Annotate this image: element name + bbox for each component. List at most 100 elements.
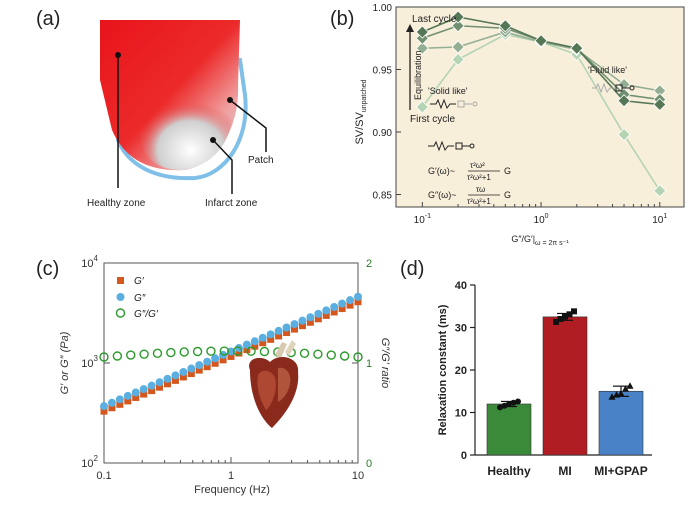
gp-point	[346, 301, 354, 309]
first-cycle-label: First cycle	[410, 114, 455, 125]
data-point	[653, 97, 667, 112]
x-tick-label: Healthy	[487, 464, 531, 478]
data-point	[451, 40, 465, 54]
svg-text:G′(ω)~: G′(ω)~	[428, 166, 455, 176]
data-point	[570, 41, 584, 55]
y-left-tick-label: 104	[81, 254, 98, 270]
ratio-point	[326, 350, 336, 360]
maxwell-element-icon	[428, 140, 475, 152]
ratio-point	[219, 346, 230, 356]
gp-point	[314, 315, 322, 323]
gpp-point	[298, 316, 307, 325]
y-left-tick-label: 103	[81, 354, 98, 370]
healthy-zone-label: Healthy zone	[87, 198, 146, 209]
replicate-point	[626, 382, 634, 389]
panel-b: (b) 0.85 0.90 0.95 1.00 10-1 100 101 SV/SVunp…	[330, 0, 700, 250]
bar	[486, 403, 532, 456]
y-axis-left-label: G′ or G″ (Pa)	[59, 331, 71, 394]
x-tick-label: 10-1	[414, 213, 431, 226]
ratio-point	[299, 348, 310, 359]
gp-point	[283, 328, 291, 336]
y-tick-label: 10	[455, 408, 467, 420]
gpp-point	[107, 398, 116, 407]
replicate-point	[557, 316, 564, 322]
gpp-point	[306, 313, 315, 322]
gpp-point	[242, 340, 251, 349]
x-tick-label: 100	[534, 213, 549, 226]
fluid-like-label: 'Fluid like'	[588, 65, 627, 75]
panel-c: (c) 0.1 1 10 102 103 104 0 1 2 G′ G″ G″/G′ G′ or…	[0, 250, 391, 501]
gpp-point	[227, 347, 235, 356]
gp-point	[219, 356, 227, 364]
eq-g-double-prime: G″(ω)~ τω τ²ω²+1 G	[428, 185, 511, 206]
replicate-point	[501, 402, 508, 409]
y-tick-label: 0.85	[373, 191, 393, 202]
gp-point	[156, 383, 164, 391]
heart-photo	[249, 340, 299, 428]
patch-label: Patch	[248, 155, 274, 166]
y-axis-label: SV/SVunpatched	[354, 79, 368, 144]
x-tick-label: 1	[228, 470, 234, 482]
replicate-point	[622, 385, 629, 392]
svg-text:τω: τω	[476, 185, 485, 194]
y-right-tick-label: 2	[366, 258, 372, 270]
replicate-point	[553, 318, 559, 325]
gpp-point	[330, 302, 339, 311]
gpp-point	[290, 320, 299, 329]
data-point	[415, 25, 429, 39]
ratio-point	[353, 352, 363, 362]
ratio-point	[339, 351, 350, 361]
gp-point	[251, 342, 259, 350]
gp-point	[179, 373, 187, 381]
panel-a-label: (a)	[36, 8, 61, 30]
gpp-point	[179, 367, 188, 376]
svg-text:τ²ω²+1: τ²ω²+1	[467, 197, 491, 206]
ratio-point	[139, 349, 149, 359]
replicate-point	[510, 399, 517, 406]
gp-point	[100, 407, 108, 415]
x-tick-label: MI	[558, 464, 571, 478]
relaxation-bar-chart: 0 10 20 30 40 Healthy MI MI+GPAP Relaxation co…	[437, 280, 652, 478]
gpp-point	[139, 385, 148, 394]
y-tick-label: 30	[455, 323, 467, 335]
gp-point	[338, 305, 346, 313]
x-axis-label: G″/G′|ω = 2π s⁻¹	[511, 234, 569, 247]
gpp-point	[354, 292, 362, 301]
ratio-point	[99, 352, 109, 362]
panel-a: (a) Healthy zone Infarct zone Patch	[0, 0, 330, 245]
data-point	[617, 94, 631, 108]
svg-text:τ²ω²+1: τ²ω²+1	[467, 173, 491, 182]
heart-infarct-zone	[140, 89, 233, 170]
gpp-point	[203, 357, 212, 366]
y-tick-label: 0	[461, 450, 467, 462]
replicate-point	[617, 389, 625, 397]
gpp-point	[187, 364, 196, 373]
y-left-tick-label: 102	[81, 454, 98, 470]
gp-point	[267, 335, 275, 343]
x-tick-label: 0.1	[96, 470, 111, 482]
gp-point	[227, 352, 235, 360]
gp-point	[187, 370, 195, 378]
last-cycle-label: Last cycle	[412, 14, 457, 25]
gp-point	[306, 318, 314, 326]
ratio-point	[246, 346, 256, 356]
y-axis-label: Relaxation constant (ms)	[437, 304, 449, 435]
panel-d-label: (d)	[400, 258, 425, 280]
y-tick-label: 0.90	[373, 128, 393, 139]
legend-ratio-marker	[115, 308, 126, 318]
gp-point	[211, 359, 219, 367]
gpp-point	[195, 361, 204, 370]
replicate-point	[497, 404, 503, 411]
svg-text:τ²ω²: τ²ω²	[470, 161, 485, 170]
ratio-point	[112, 351, 123, 361]
gp-point	[132, 393, 140, 401]
gp-point	[164, 380, 171, 388]
replicate-point	[515, 398, 521, 405]
y-tick-label: 20	[455, 365, 467, 377]
legend-gpp: G″	[134, 293, 146, 304]
gpp-point	[100, 402, 108, 411]
gp-point	[108, 404, 116, 412]
gpp-point	[211, 354, 220, 363]
gp-point	[291, 325, 298, 333]
gp-point	[322, 311, 330, 319]
